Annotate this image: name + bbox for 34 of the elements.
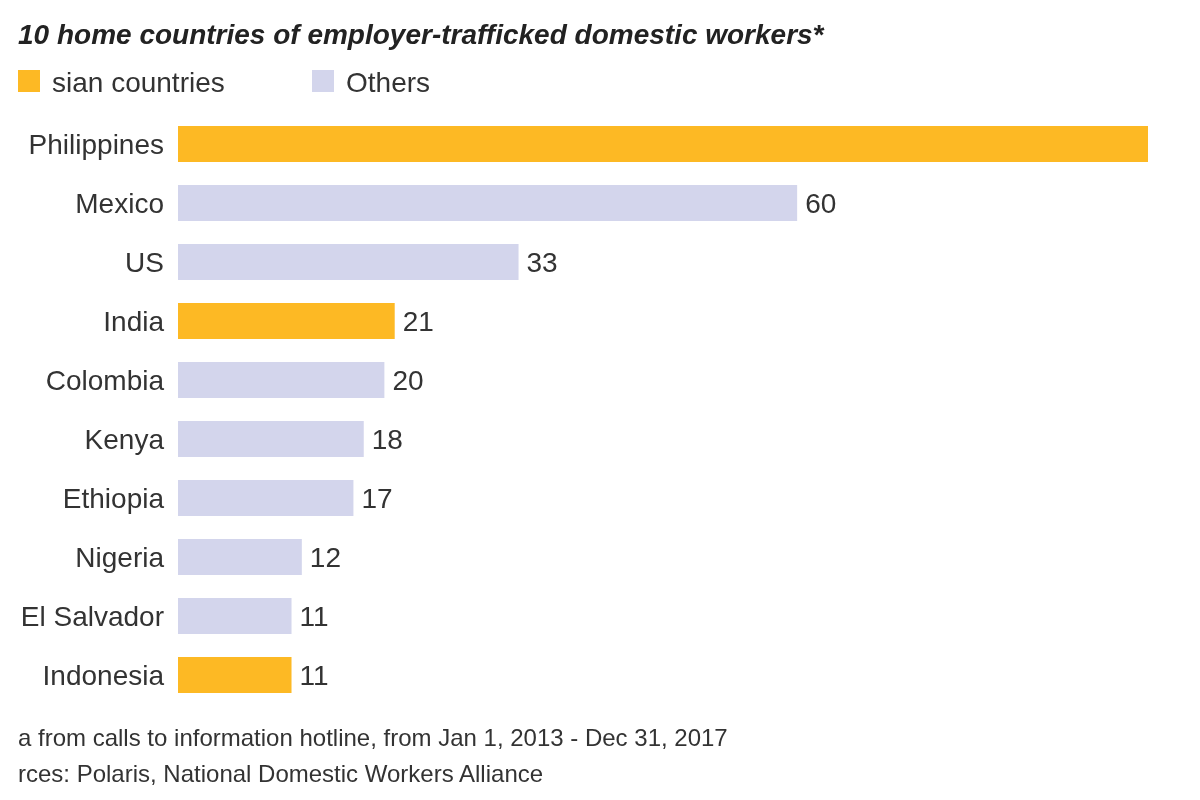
y-tick-label: Philippines <box>28 129 164 160</box>
bar <box>178 480 354 516</box>
data-label: 18 <box>371 424 403 455</box>
chart-title: 10 home countries of employer-trafficked domestic workers* <box>18 19 825 50</box>
y-tick-label: El Salvador <box>20 601 164 632</box>
data-label: 12 <box>309 542 341 573</box>
legend-label: sian countries <box>52 67 225 98</box>
bar <box>178 303 395 339</box>
bar <box>178 244 519 280</box>
legend-label: Others <box>346 67 431 98</box>
bar <box>178 539 302 575</box>
bar <box>178 657 292 693</box>
bar <box>178 598 292 634</box>
y-tick-label: Ethiopia <box>62 483 165 514</box>
data-label: 33 <box>526 247 558 278</box>
y-tick-label: Colombia <box>45 365 165 396</box>
data-label: 11 <box>299 601 329 632</box>
data-label: 21 <box>402 306 434 337</box>
y-tick-label: Kenya <box>84 424 165 455</box>
text: rces: Polaris, National Domestic Workers Alliance <box>18 760 544 787</box>
bar <box>178 126 1148 162</box>
bar <box>178 185 798 221</box>
y-tick-label: India <box>103 306 165 337</box>
y-tick-label: US <box>125 247 164 278</box>
y-tick-label: Mexico <box>75 188 164 219</box>
bar <box>178 421 364 457</box>
bar <box>178 362 385 398</box>
y-tick-label: Indonesia <box>42 660 165 691</box>
y-tick-label: Nigeria <box>75 542 165 573</box>
data-label: 20 <box>392 365 424 396</box>
data-label: 17 <box>361 483 393 514</box>
data-label: 60 <box>805 188 837 219</box>
text: a from calls to information hotline, from Jan 1, 2013 - Dec 31, 2017 <box>18 724 728 751</box>
data-label: 11 <box>299 660 329 691</box>
